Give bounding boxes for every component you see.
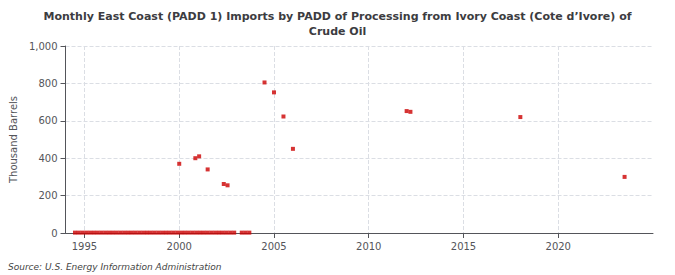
svg-text:Crude Oil: Crude Oil [309,25,366,38]
svg-text:800: 800 [38,78,57,89]
svg-text:0: 0 [51,228,57,239]
svg-text:2020: 2020 [546,241,571,252]
svg-text:Monthly East Coast (PADD 1) Im: Monthly East Coast (PADD 1) Imports by P… [44,10,632,23]
svg-text:Thousand Barrels: Thousand Barrels [8,96,19,184]
svg-text:2010: 2010 [356,241,381,252]
svg-text:200: 200 [38,190,57,201]
svg-text:400: 400 [38,153,57,164]
svg-text:2005: 2005 [261,241,286,252]
svg-text:1,000: 1,000 [29,41,58,52]
svg-text:1995: 1995 [72,241,97,252]
svg-text:2000: 2000 [167,241,192,252]
svg-text:Source: U.S. Energy Informatio: Source: U.S. Energy Information Administ… [8,262,222,272]
svg-text:600: 600 [38,115,57,126]
svg-text:2015: 2015 [451,241,476,252]
